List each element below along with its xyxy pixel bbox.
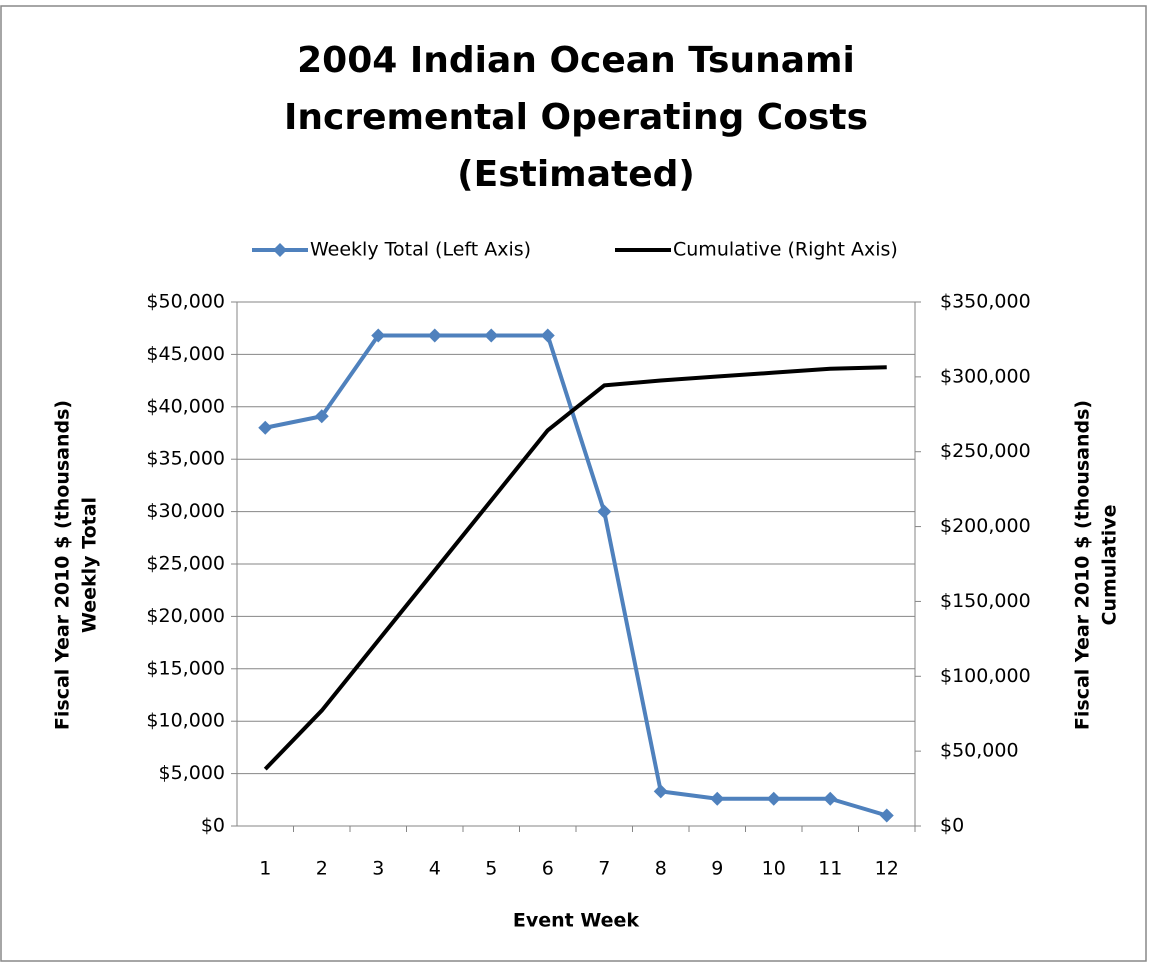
legend-label: Cumulative (Right Axis)	[673, 239, 898, 261]
y-tick-label: $35,000	[146, 448, 225, 470]
y-tick-label: $10,000	[146, 710, 225, 732]
x-tick-label: 2	[316, 858, 328, 880]
data-point	[484, 328, 499, 343]
data-point	[540, 328, 555, 343]
y-tick-label: $25,000	[146, 553, 225, 575]
y2-tick-label: $100,000	[940, 665, 1031, 687]
y-axis-label: Weekly Total	[79, 497, 101, 633]
data-point	[597, 504, 612, 519]
x-tick-label: 10	[762, 858, 786, 880]
data-point	[710, 791, 725, 806]
chart-frame	[0, 5, 1147, 962]
series-line	[263, 365, 887, 771]
y-axis-label: Fiscal Year 2010 $ (thousands)	[52, 400, 74, 730]
y2-tick-label: $200,000	[940, 515, 1031, 537]
x-tick-label: 11	[818, 858, 842, 880]
x-tick-label: 9	[711, 858, 723, 880]
data-point	[427, 328, 442, 343]
y-tick-label: $15,000	[146, 657, 225, 679]
data-point	[766, 791, 781, 806]
x-tick-label: 12	[875, 858, 899, 880]
data-point	[371, 328, 386, 343]
y-tick-label: $0	[201, 815, 225, 837]
x-tick-label: 5	[485, 858, 497, 880]
x-tick-label: 1	[259, 858, 271, 880]
x-tick-label: 8	[655, 858, 667, 880]
y2-tick-label: $50,000	[940, 740, 1019, 762]
y-tick-label: $20,000	[146, 605, 225, 627]
legend-label: Weekly Total (Left Axis)	[310, 239, 531, 261]
y-tick-label: $45,000	[146, 343, 225, 365]
chart-title: (Estimated)	[457, 154, 695, 195]
data-point	[879, 808, 894, 823]
y2-tick-label: $300,000	[940, 365, 1031, 387]
x-tick-label: 4	[429, 858, 441, 880]
data-point	[653, 784, 668, 799]
x-tick-label: 3	[372, 858, 384, 880]
x-axis-label: Event Week	[513, 910, 640, 932]
data-point	[823, 791, 838, 806]
legend-marker	[273, 243, 287, 257]
x-tick-label: 6	[542, 858, 554, 880]
y-tick-label: $40,000	[146, 395, 225, 417]
y-tick-label: $5,000	[159, 762, 225, 784]
data-point	[314, 409, 329, 424]
y2-tick-label: $350,000	[940, 291, 1031, 313]
x-tick-label: 7	[598, 858, 610, 880]
y2-tick-label: $150,000	[940, 590, 1031, 612]
y-tick-label: $50,000	[146, 291, 225, 313]
series-line	[264, 333, 888, 818]
chart-title: Incremental Operating Costs	[284, 97, 868, 138]
y-tick-label: $30,000	[146, 500, 225, 522]
chart-title: 2004 Indian Ocean Tsunami	[297, 40, 855, 81]
y2-axis-label: Cumulative	[1099, 505, 1121, 626]
data-point	[258, 420, 273, 435]
y2-axis-label: Fiscal Year 2010 $ (thousands)	[1072, 400, 1094, 730]
y2-tick-label: $250,000	[940, 440, 1031, 462]
y2-tick-label: $0	[940, 815, 964, 837]
